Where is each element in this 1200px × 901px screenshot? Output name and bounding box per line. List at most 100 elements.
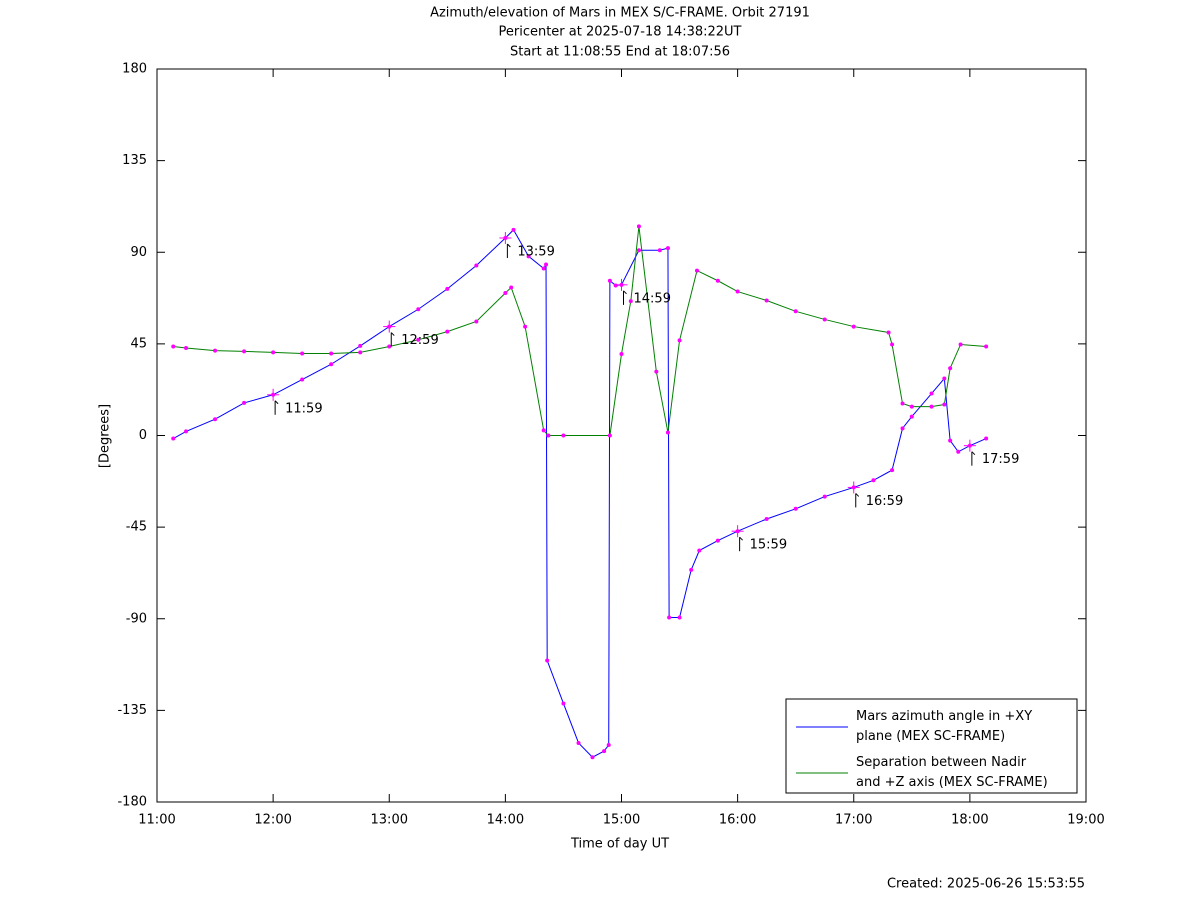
data-point [184, 345, 189, 350]
x-axis-label: Time of day UT [570, 837, 669, 852]
x-tick-label: 19:00 [1067, 813, 1104, 828]
data-point [613, 283, 618, 288]
data-point [636, 224, 641, 229]
data-point [545, 658, 550, 663]
x-tick-label: 13:00 [371, 813, 408, 828]
data-point [474, 319, 479, 324]
data-point [416, 337, 421, 342]
data-point [636, 248, 641, 253]
data-point [715, 278, 720, 283]
data-point [929, 391, 934, 396]
data-point [387, 344, 392, 349]
data-point [184, 429, 189, 434]
data-point [619, 352, 624, 357]
data-point [657, 248, 662, 253]
y-tick-label: -90 [126, 611, 147, 626]
data-point [956, 449, 961, 454]
y-tick-label: -180 [117, 795, 147, 810]
annotation-pointer [971, 451, 976, 456]
data-point [606, 742, 611, 747]
x-tick-label: 15:00 [603, 813, 640, 828]
data-point [590, 755, 595, 760]
data-point [793, 506, 798, 511]
data-point [822, 494, 827, 499]
data-point [474, 263, 479, 268]
data-point [715, 538, 720, 543]
data-point [697, 548, 702, 553]
annotation-label: 11:59 [285, 401, 322, 416]
data-point [526, 254, 531, 259]
data-point [213, 348, 218, 353]
data-point [665, 246, 670, 251]
legend-entry: Mars azimuth angle in +XY plane (MEX SC-… [856, 709, 1033, 744]
data-point [689, 567, 694, 572]
data-point [628, 299, 633, 304]
data-point [541, 266, 546, 271]
data-point [358, 343, 363, 348]
data-point [886, 330, 891, 335]
data-point [171, 436, 176, 441]
y-tick-label: 45 [130, 336, 147, 351]
data-point [667, 615, 672, 620]
data-point [665, 430, 670, 435]
data-point [909, 414, 914, 419]
legend-box [785, 698, 1078, 794]
annotation-pointer [739, 536, 743, 541]
annotation-label: 12:59 [401, 333, 438, 348]
y-tick-label: 180 [122, 62, 147, 77]
data-point [909, 404, 914, 409]
x-tick-label: 11:00 [138, 813, 175, 828]
data-point [871, 478, 876, 483]
annotation-label: 15:59 [750, 538, 787, 553]
data-point [358, 350, 363, 355]
data-point [607, 433, 612, 438]
data-point [948, 438, 953, 443]
annotation-pointer [623, 290, 627, 295]
data-point [929, 404, 934, 409]
data-point [544, 262, 549, 267]
chart-subtitle: Start at 11:08:55 End at 18:07:56 [510, 45, 730, 60]
data-point [546, 433, 551, 438]
data-point [677, 615, 682, 620]
data-point [271, 350, 276, 355]
data-point [851, 324, 856, 329]
data-point [890, 342, 895, 347]
data-point [942, 376, 947, 381]
annotation-pointer [274, 400, 279, 405]
data-point [329, 351, 334, 356]
data-point [890, 468, 895, 473]
y-tick-label: -135 [117, 703, 147, 718]
data-point [607, 278, 612, 283]
data-point [445, 329, 450, 334]
x-tick-label: 16:00 [719, 813, 756, 828]
data-point [561, 433, 566, 438]
data-point [984, 344, 989, 349]
data-point [764, 516, 769, 521]
data-point [300, 377, 305, 382]
y-tick-label: -45 [126, 520, 147, 535]
footer: Created: 2025-06-26 15:53:55 [887, 877, 1085, 892]
annotation-label: 16:59 [866, 494, 903, 509]
data-point [503, 290, 508, 295]
data-point [694, 268, 699, 273]
annotation-pointer [855, 493, 860, 497]
chart-title: Azimuth/elevation of Mars in MEX S/C-FRA… [430, 6, 810, 21]
x-tick-label: 17:00 [835, 813, 872, 828]
data-point [523, 324, 528, 329]
data-point [576, 740, 581, 745]
data-point [242, 400, 247, 405]
data-point [213, 417, 218, 422]
legend-label: Mars azimuth angle in +XY plane (MEX SC-… [856, 709, 1033, 744]
data-point [900, 426, 905, 431]
annotation-label: 14:59 [634, 291, 671, 306]
data-point [561, 701, 566, 706]
data-point [300, 351, 305, 356]
data-point [511, 227, 516, 232]
data-point [171, 344, 176, 349]
legend-entry: Separation between Nadir and +Z axis (ME… [856, 755, 1048, 790]
y-tick-label: 135 [122, 153, 147, 168]
annotation-label: 13:59 [517, 244, 554, 259]
data-point [900, 401, 905, 406]
data-point [677, 338, 682, 343]
